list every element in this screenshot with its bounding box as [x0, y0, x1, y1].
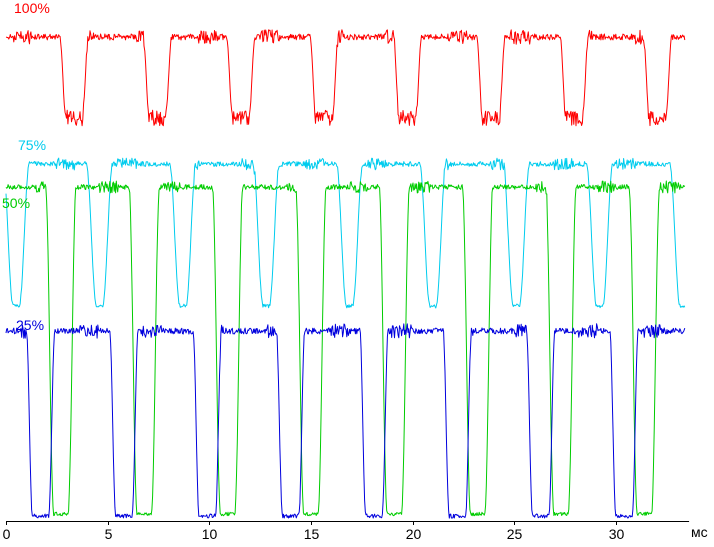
x-axis-tick-label: 0	[3, 526, 11, 542]
waveform-trace-75pct	[5, 157, 686, 309]
waveform-trace-100pct	[5, 29, 686, 127]
x-axis-unit-label: мс	[691, 524, 708, 540]
series-label-0: 100%	[14, 0, 50, 16]
x-axis-tick-label: 25	[507, 526, 523, 542]
series-label-3: 25%	[16, 317, 45, 333]
x-axis-tick-label: 30	[609, 526, 625, 542]
x-axis-tick-label: 10	[202, 526, 218, 542]
waveform-trace-50pct	[5, 180, 686, 517]
x-axis-tick-label: 20	[406, 526, 422, 542]
series-label-1: 75%	[18, 137, 47, 153]
x-axis-tick-label: 15	[304, 526, 320, 542]
series-label-2: 50%	[2, 195, 31, 211]
waveform-trace-25pct	[5, 323, 686, 519]
x-axis-tick-label: 5	[105, 526, 113, 542]
